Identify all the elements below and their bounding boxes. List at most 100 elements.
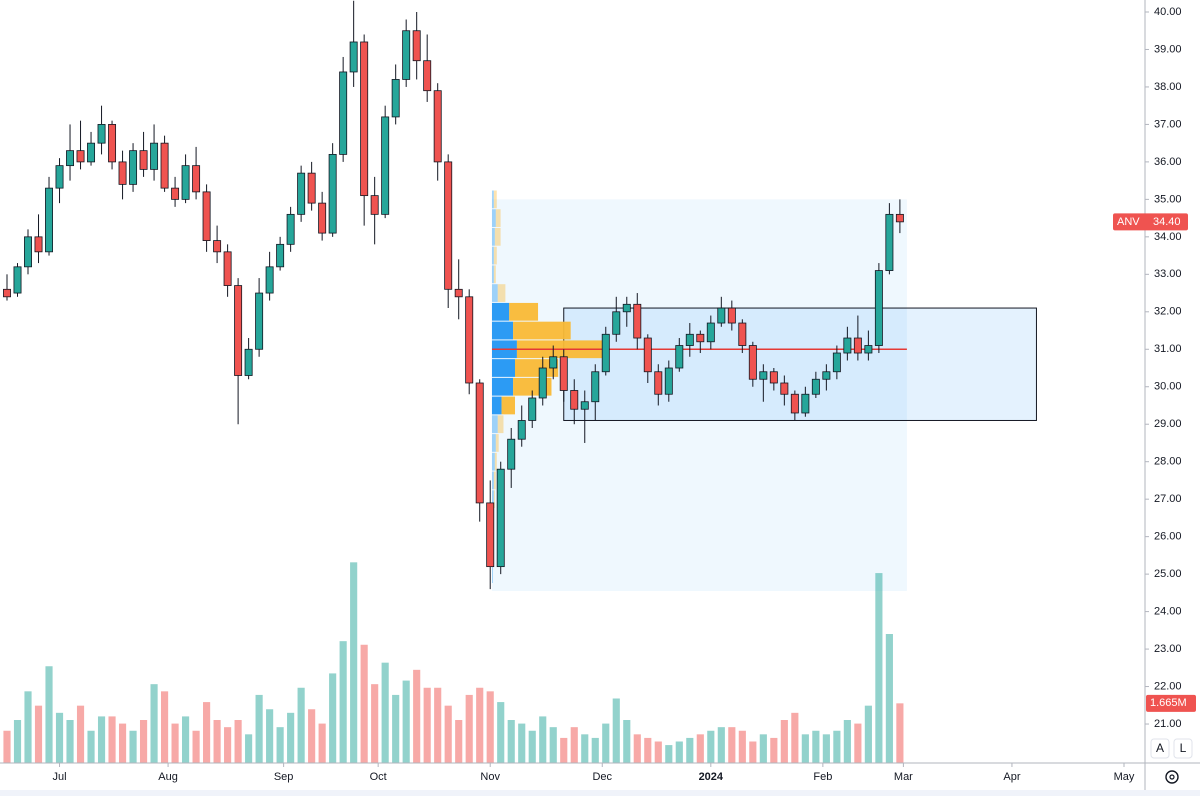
candle-body [223,251,232,286]
profile-up [491,284,498,302]
y-tick-label: 25.00 [1154,568,1182,580]
volume-bar [875,573,883,763]
candle-body [801,393,810,414]
candle-body [13,266,22,294]
candle-body [286,213,295,245]
axis-layer: 21.00 22.00 23.00 24.00 25.00 26.00 27.00 28.00… [52,6,1181,783]
settings-icon-center[interactable] [1169,774,1175,780]
x-tick-label: Mar [894,771,913,783]
candle-body [811,378,820,395]
volume-bar [66,720,74,763]
x-tick-label: Feb [813,771,832,783]
volume-bar [455,720,463,763]
volume-bar [182,716,190,763]
profile-up [491,359,516,377]
candle-body [150,142,159,170]
y-tick-label: 32.00 [1154,306,1182,318]
volume-bar [150,684,158,763]
x-tick-label: Dec [592,771,612,783]
log-scale-button[interactable] [1173,738,1193,759]
candle-body [601,333,610,373]
x-tick-label: Oct [370,771,387,783]
candle-body [433,90,442,163]
volume-bar [266,709,274,763]
candle-body [748,345,757,380]
volume-bar [108,716,116,763]
candle-body [34,236,43,253]
volume-bar [686,737,694,763]
candle-body [549,356,558,369]
x-tick-label: 2024 [699,771,724,783]
candle-body [181,165,190,200]
candle-body [370,195,379,215]
candle-body [727,307,736,324]
candle-body [118,161,127,185]
candle-body [244,348,253,376]
profile-up [491,209,496,227]
volume-bar [885,634,893,763]
candle-body [486,502,495,568]
candle-body [790,393,799,414]
y-tick-label: 30.00 [1154,381,1182,393]
profile-layer [491,190,907,583]
auto-scale-button[interactable] [1150,738,1170,759]
candle-body [496,468,505,568]
volume-bar [245,734,253,763]
profile-down [497,284,506,302]
volume-bar [801,734,809,763]
volume-bar [97,716,106,763]
candle-body [706,322,715,343]
settings-button[interactable] [1165,770,1179,784]
candle-body [559,356,568,391]
volume-bar [570,727,578,763]
volume-bar [34,705,43,763]
y-tick-label: 23.00 [1154,643,1182,655]
candle-body [822,371,831,380]
candle-body [66,150,75,167]
candle-body [171,187,180,200]
volume-bar [728,727,736,763]
profile-down [493,190,497,209]
volume-bar [843,720,851,763]
volume-bar [749,741,757,763]
volume-bar [644,737,652,763]
volume-bar [402,680,410,763]
candle-body [318,202,327,234]
volume-bar [276,727,284,763]
y-tick-label: 35.00 [1154,193,1182,205]
volume-bar [560,737,568,763]
volume-bar [497,702,505,763]
profile-down [493,490,495,509]
volume-bar [24,691,32,763]
candle-body [255,292,264,350]
profile-up [491,452,495,471]
candle-body [234,285,243,376]
symbol-label: ANV [1117,216,1140,228]
volume-bar [602,723,610,763]
volume-bar [139,720,148,763]
profile-up [491,227,495,246]
y-tick-label: 31.00 [1154,343,1182,355]
candle-body [738,322,747,346]
profile-down [493,265,496,284]
volume-bar [539,716,547,763]
auto-scale-label[interactable]: A [1156,741,1164,755]
volume-bar [161,691,169,763]
profile-down [493,246,497,265]
y-tick-label: 38.00 [1154,81,1182,93]
volume-bar [171,723,179,763]
volume-bar [413,669,421,763]
volume-bar [287,712,295,763]
y-tick-label: 33.00 [1154,268,1182,280]
volume-bar [55,712,64,763]
log-scale-label[interactable]: L [1180,741,1187,755]
profile-up [491,246,494,265]
candle-body [528,397,537,421]
volume-bar [665,745,673,763]
candle-body [832,352,841,373]
candle-body [780,382,789,395]
settings-icon[interactable] [1165,770,1179,784]
candle-body [3,288,11,298]
volume-bar [192,730,200,763]
